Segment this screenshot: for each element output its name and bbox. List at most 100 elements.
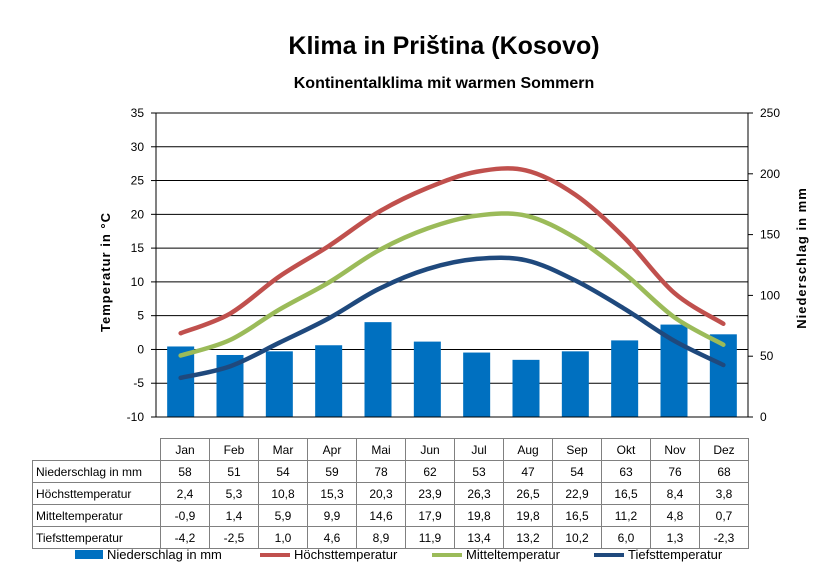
table-cell: 78 xyxy=(356,460,406,483)
table-cell: 6,0 xyxy=(601,526,651,549)
table-cell: 5,3 xyxy=(209,482,259,505)
table-cell: 3,8 xyxy=(699,482,749,505)
legend-item: Tiefsttemperatur xyxy=(594,547,722,562)
table-cell: 19,8 xyxy=(454,504,504,527)
left-tick-label: 30 xyxy=(131,140,145,154)
chart-title: Klima in Priština (Kosovo) xyxy=(288,32,600,60)
legend-swatch xyxy=(260,552,290,557)
table-cell: 22,9 xyxy=(552,482,602,505)
month-header: Mar xyxy=(258,438,308,461)
legend-item: Niederschlag in mm xyxy=(75,547,222,562)
table-cell: 54 xyxy=(258,460,308,483)
table-cell: 14,6 xyxy=(356,504,406,527)
bar-jul xyxy=(463,352,491,417)
left-tick-label: -10 xyxy=(127,410,145,424)
right-tick-label: 50 xyxy=(760,349,774,363)
left-tick-label: 35 xyxy=(131,106,145,120)
bar-aug xyxy=(512,359,540,417)
bar-okt xyxy=(611,340,639,417)
bar-mar xyxy=(265,351,293,417)
right-axis-ticks: 250 200 150 100 50 0 xyxy=(748,106,780,424)
row-label: Höchsttemperatur xyxy=(32,482,161,505)
table-cell: 23,9 xyxy=(405,482,455,505)
month-header: Apr xyxy=(307,438,357,461)
table-row: Tiefsttemperatur -4,2 -2,5 1,0 4,6 8,9 11,9 13,… xyxy=(32,526,749,549)
legend-label: Tiefsttemperatur xyxy=(628,547,723,562)
temperature-lines xyxy=(178,166,726,381)
bar-sep xyxy=(561,351,589,417)
row-label: Mitteltemperatur xyxy=(32,504,161,527)
month-header: Jan xyxy=(160,438,210,461)
table-cell: 63 xyxy=(601,460,651,483)
table-cell: 47 xyxy=(503,460,553,483)
month-header: Dez xyxy=(699,438,749,461)
table-cell: 19,8 xyxy=(503,504,553,527)
table-row: Niederschlag in mm 58 51 54 59 78 62 53 47 54 63 76… xyxy=(32,460,749,483)
month-header: Okt xyxy=(601,438,651,461)
table-cell: 1,4 xyxy=(209,504,259,527)
table-cell: 26,5 xyxy=(503,482,553,505)
table-cell: -2,5 xyxy=(209,526,259,549)
month-header: Sep xyxy=(552,438,602,461)
legend-swatch xyxy=(594,552,624,557)
table-row: Höchsttemperatur 2,4 5,3 10,8 15,3 20,3 23,9 26… xyxy=(32,482,749,505)
legend-label: Höchsttemperatur xyxy=(294,547,398,562)
right-tick-label: 250 xyxy=(760,106,780,120)
table-cell: 59 xyxy=(307,460,357,483)
table-cell: 9,9 xyxy=(307,504,357,527)
line-höchsttemperatur xyxy=(178,166,726,336)
table-cell: 58 xyxy=(160,460,210,483)
left-axis-ticks: 35 30 25 20 15 10 5 0 -5 -10 xyxy=(127,106,156,424)
legend-swatch xyxy=(432,552,462,557)
table-cell: 0,7 xyxy=(699,504,749,527)
data-table: Jan Feb Mar Apr Mai Jun Jul Aug Sep Okt Nov Dez Nied… xyxy=(32,438,749,549)
left-tick-label: 0 xyxy=(137,342,144,356)
row-label: Niederschlag in mm xyxy=(32,460,161,483)
bar-mai xyxy=(364,322,392,417)
table-cell: 1,0 xyxy=(258,526,308,549)
left-tick-label: 5 xyxy=(137,309,144,323)
table-cell: 4,6 xyxy=(307,526,357,549)
month-header: Aug xyxy=(503,438,553,461)
table-cell: 54 xyxy=(552,460,602,483)
table-cell: 8,9 xyxy=(356,526,406,549)
right-tick-label: 150 xyxy=(760,228,780,242)
table-cell: -2,3 xyxy=(699,526,749,549)
table-cell: 1,3 xyxy=(650,526,700,549)
table-cell: 51 xyxy=(209,460,259,483)
table-cell: -0,9 xyxy=(160,504,210,527)
grid-lines xyxy=(156,112,748,418)
row-label: Tiefsttemperatur xyxy=(32,526,161,549)
table-cell: 10,2 xyxy=(552,526,602,549)
chart-subtitle: Kontinentalklima mit warmen Sommern xyxy=(293,75,595,92)
left-tick-label: 20 xyxy=(131,207,145,221)
table-cell: 4,8 xyxy=(650,504,700,527)
bar-apr xyxy=(315,345,343,417)
line-mitteltemperatur xyxy=(178,211,726,358)
axes xyxy=(155,113,749,418)
table-cell: 20,3 xyxy=(356,482,406,505)
table-cell: 15,3 xyxy=(307,482,357,505)
left-tick-label: 10 xyxy=(131,275,145,289)
month-header: Nov xyxy=(650,438,700,461)
right-axis-label: Niederschlag in mm xyxy=(794,187,809,329)
legend-item: Mitteltemperatur xyxy=(432,547,560,562)
month-header: Jul xyxy=(454,438,504,461)
left-tick-label: 25 xyxy=(131,174,145,188)
table-cell: 62 xyxy=(405,460,455,483)
left-tick-label: 15 xyxy=(131,241,145,255)
bar-jun xyxy=(413,341,441,417)
bar-dez xyxy=(709,334,737,417)
month-header: Jun xyxy=(405,438,455,461)
precipitation-bars xyxy=(167,322,737,417)
table-corner xyxy=(33,439,161,461)
table-cell: 11,9 xyxy=(405,526,455,549)
table-cell: 16,5 xyxy=(552,504,602,527)
legend-swatch xyxy=(75,550,103,559)
legend-label: Mitteltemperatur xyxy=(466,547,560,562)
left-tick-label: -5 xyxy=(133,376,144,390)
right-tick-label: 200 xyxy=(760,167,780,181)
table-cell: 76 xyxy=(650,460,700,483)
table-cell: 16,5 xyxy=(601,482,651,505)
legend-item: Höchsttemperatur xyxy=(260,547,397,562)
